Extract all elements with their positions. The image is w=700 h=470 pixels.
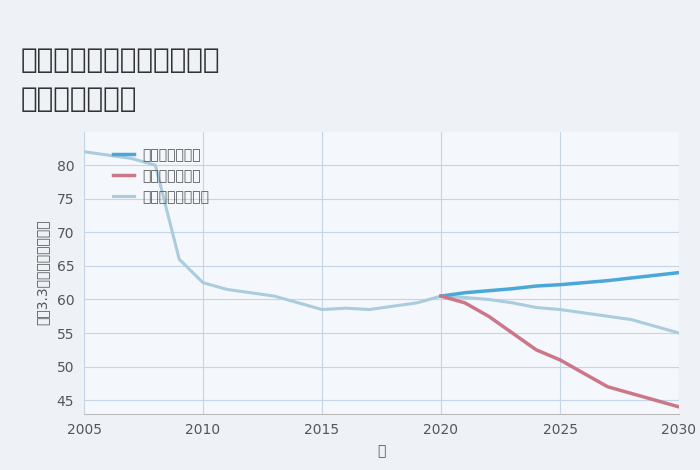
バッドシナリオ [532,347,540,352]
Legend: グッドシナリオ, バッドシナリオ, ノーマルシナリオ: グッドシナリオ, バッドシナリオ, ノーマルシナリオ [108,144,214,208]
ノーマルシナリオ [484,297,493,302]
グッドシナリオ [508,286,517,291]
バッドシナリオ [556,357,564,363]
X-axis label: 年: 年 [377,444,386,458]
バッドシナリオ [603,384,612,390]
ノーマルシナリオ [627,317,636,322]
ノーマルシナリオ [461,295,469,300]
バッドシナリオ [484,313,493,319]
Line: ノーマルシナリオ: ノーマルシナリオ [441,296,679,333]
グッドシナリオ [556,282,564,288]
ノーマルシナリオ [532,305,540,310]
バッドシナリオ [437,293,445,299]
Line: バッドシナリオ: バッドシナリオ [441,296,679,407]
Y-axis label: 坪（3.3㎡）単価（万円）: 坪（3.3㎡）単価（万円） [36,220,50,325]
バッドシナリオ [461,300,469,306]
グッドシナリオ [461,290,469,296]
ノーマルシナリオ [603,313,612,319]
ノーマルシナリオ [437,293,445,299]
グッドシナリオ [484,288,493,294]
ノーマルシナリオ [508,300,517,306]
バッドシナリオ [580,370,588,376]
グッドシナリオ [532,283,540,289]
グッドシナリオ [580,280,588,285]
バッドシナリオ [627,391,636,396]
ノーマルシナリオ [675,330,683,336]
バッドシナリオ [675,404,683,410]
ノーマルシナリオ [556,307,564,313]
バッドシナリオ [651,397,659,403]
グッドシナリオ [603,278,612,283]
グッドシナリオ [651,273,659,278]
Line: グッドシナリオ: グッドシナリオ [441,273,679,296]
バッドシナリオ [508,330,517,336]
Text: 奈良県奈良市恋の窪東町の
土地の価格推移: 奈良県奈良市恋の窪東町の 土地の価格推移 [21,46,221,113]
グッドシナリオ [675,270,683,275]
ノーマルシナリオ [651,323,659,329]
グッドシナリオ [437,293,445,299]
グッドシナリオ [627,275,636,281]
ノーマルシナリオ [580,310,588,316]
